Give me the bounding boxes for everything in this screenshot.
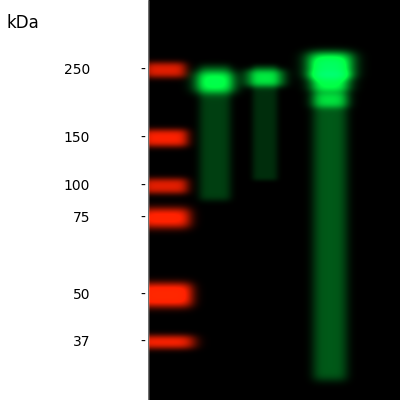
Bar (0, 0, 148, 400)
Text: -: - (140, 131, 145, 145)
Text: 100: 100 (64, 179, 90, 193)
Text: 75: 75 (72, 211, 90, 225)
Text: -: - (140, 63, 145, 77)
Text: 50: 50 (72, 288, 90, 302)
Text: kDa: kDa (6, 14, 39, 32)
Text: 150: 150 (64, 131, 90, 145)
Text: -: - (140, 211, 145, 225)
Text: -: - (140, 179, 145, 193)
Text: -: - (140, 288, 145, 302)
Text: 250: 250 (64, 63, 90, 77)
Text: 37: 37 (72, 335, 90, 349)
Text: -: - (140, 335, 145, 349)
